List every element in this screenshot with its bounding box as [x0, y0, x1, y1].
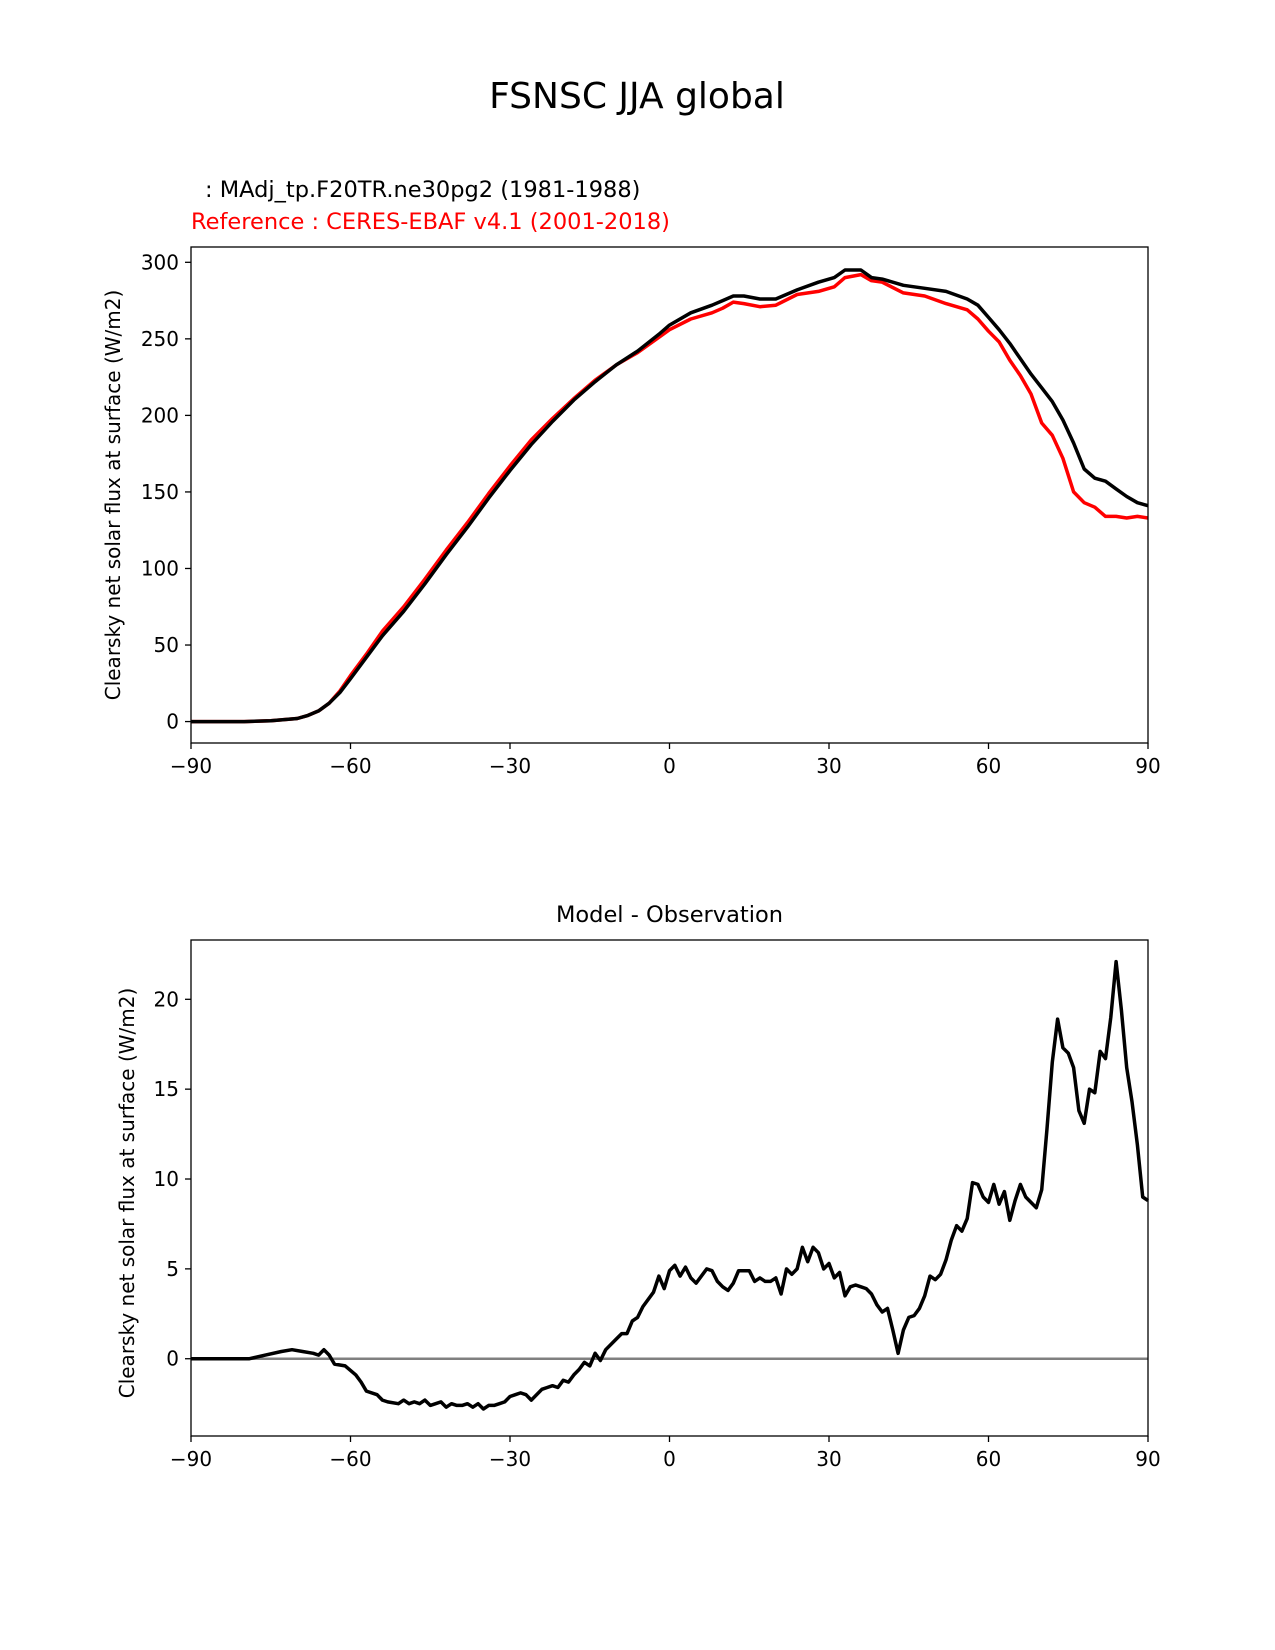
y-tick-label: 15 — [154, 1077, 179, 1101]
y-tick-label: 5 — [166, 1257, 179, 1281]
x-tick-label: 0 — [663, 1447, 676, 1471]
x-tick-label: −60 — [329, 754, 371, 778]
y-tick-label: 0 — [166, 1347, 179, 1371]
top-y-axis-label: Clearsky net solar flux at surface (W/m2… — [101, 290, 125, 701]
y-tick-label: 300 — [141, 250, 179, 274]
x-tick-label: −60 — [329, 1447, 371, 1471]
x-tick-label: 60 — [976, 1447, 1001, 1471]
bottom-plot-area: −90 −60 −30 0 30 60 90 0 5 10 15 20 — [154, 939, 1161, 1471]
test-title: : MAdj_tp.F20TR.ne30pg2 (1981-1988) — [205, 177, 640, 203]
series-line-diff — [191, 959, 1149, 1411]
x-tick-label: 0 — [663, 754, 676, 778]
figure-suptitle: FSNSC JJA global — [489, 76, 785, 117]
y-tick-label: 100 — [141, 556, 179, 580]
x-tick-label: 30 — [816, 754, 841, 778]
axes-frame — [190, 246, 1149, 744]
reference-title: Reference : CERES-EBAF v4.1 (2001-2018) — [191, 209, 670, 235]
difference-title: Model - Observation — [556, 902, 783, 928]
y-tick-label: 200 — [141, 403, 179, 427]
y-tick-label: 20 — [154, 987, 179, 1011]
bottom-panel: Model - Observation Clearsky net solar f… — [115, 902, 1161, 1471]
top-plot-area: −90 −60 −30 0 30 60 90 0 50 100 150 200 250 300 — [141, 246, 1161, 778]
x-tick-label: 90 — [1135, 1447, 1160, 1471]
x-tick-label: −90 — [170, 754, 212, 778]
y-tick-label: 150 — [141, 480, 179, 504]
y-tick-label: 0 — [166, 710, 179, 734]
x-tick-label: −30 — [489, 1447, 531, 1471]
x-tick-label: 60 — [976, 754, 1001, 778]
y-tick-label: 250 — [141, 327, 179, 351]
top-panel: : MAdj_tp.F20TR.ne30pg2 (1981-1988) Refe… — [101, 177, 1161, 778]
x-tick-label: −90 — [170, 1447, 212, 1471]
series-line-test — [191, 268, 1149, 724]
y-tick-label: 10 — [154, 1167, 179, 1191]
x-tick-label: 30 — [816, 1447, 841, 1471]
y-tick-label: 50 — [154, 633, 179, 657]
series-line-reference — [191, 272, 1149, 724]
x-tick-label: −30 — [489, 754, 531, 778]
bottom-y-axis-label: Clearsky net solar flux at surface (W/m2… — [115, 988, 139, 1399]
x-tick-label: 90 — [1135, 754, 1160, 778]
